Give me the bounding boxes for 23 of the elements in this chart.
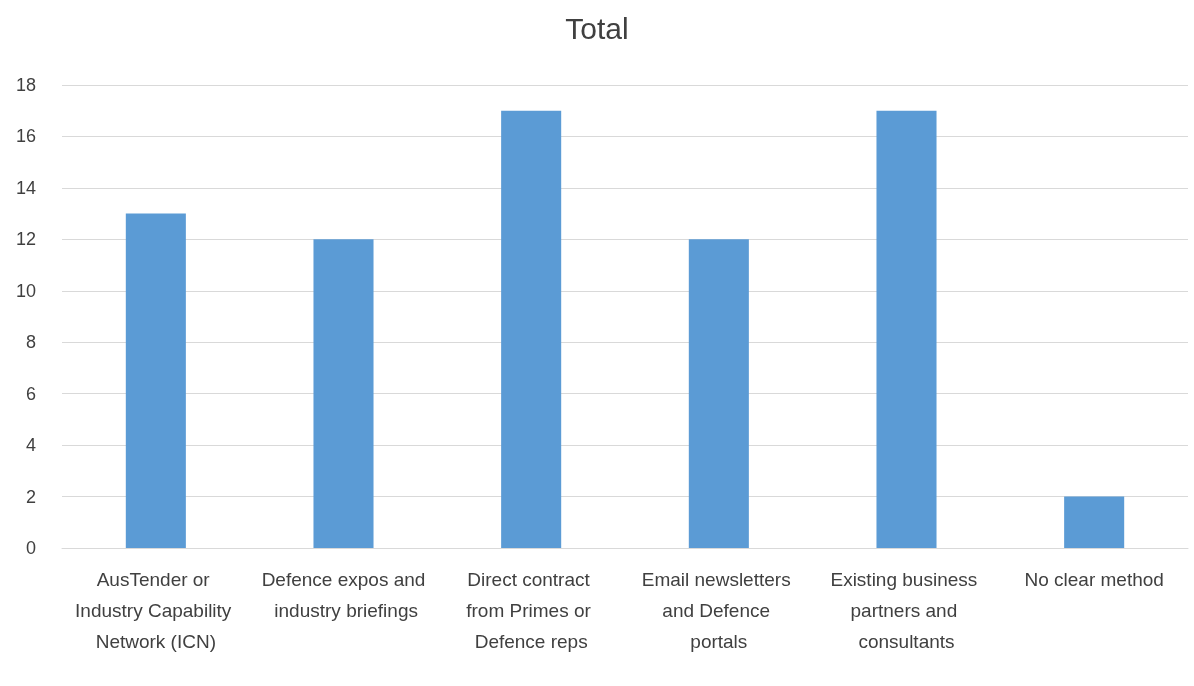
bar [125,213,186,548]
y-tick-label: 0 [25,538,36,558]
x-tick-label: Direct contract from Primes or Defence reps [466,569,597,652]
bar [688,239,749,548]
x-tick-label: No clear method [1024,569,1164,590]
y-tick-label: 16 [15,126,36,147]
y-tick-label: 10 [15,280,36,301]
y-tick-label: 18 [15,75,36,95]
x-tick-label: AusTender or Industry Capability Network (ICN) [75,569,237,652]
bar [501,110,562,548]
chart-title: Total [565,11,629,45]
x-tick-label: Email newsletters and Defence portals [641,569,796,652]
y-tick-label: 14 [15,177,36,198]
bar [313,239,374,548]
x-tick-label: Defence expos and industry briefings [261,569,426,621]
bar [1064,496,1125,548]
y-tick-label: 2 [25,486,36,507]
y-tick-label: 4 [25,435,36,456]
x-tick-label: Existing business partners and consultants [830,569,983,652]
y-tick-label: 12 [15,229,36,250]
y-tick-label: 8 [25,332,36,353]
y-tick-label: 6 [25,383,36,404]
bar [876,110,937,548]
